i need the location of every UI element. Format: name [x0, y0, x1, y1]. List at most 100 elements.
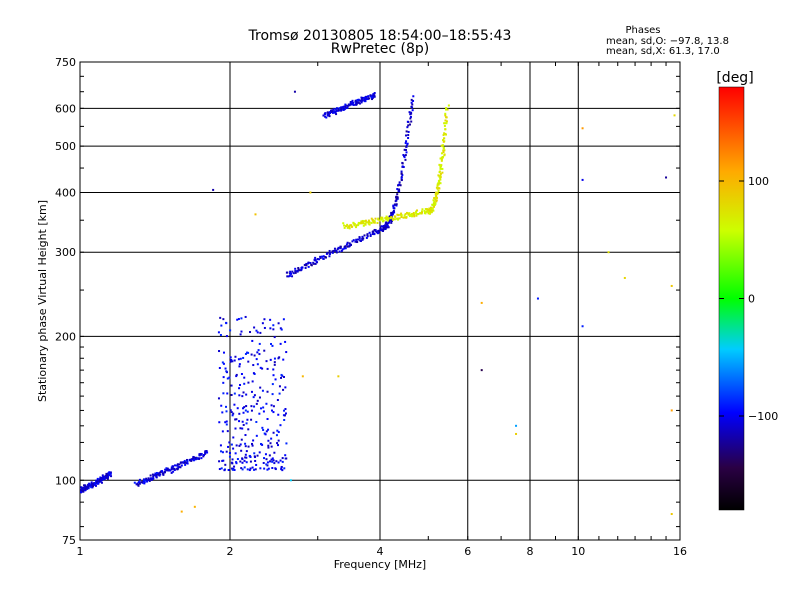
- data-point: [437, 174, 440, 177]
- data-point: [221, 451, 224, 454]
- data-point: [233, 403, 236, 406]
- data-point: [280, 466, 283, 469]
- data-point: [247, 351, 250, 354]
- data-point: [515, 424, 518, 427]
- data-point: [106, 474, 109, 477]
- data-point: [437, 192, 440, 195]
- data-point: [276, 442, 279, 445]
- data-point: [358, 237, 361, 240]
- data-point: [373, 220, 376, 223]
- data-point: [365, 221, 368, 224]
- data-point: [245, 450, 248, 453]
- data-point: [225, 423, 228, 426]
- data-point: [360, 101, 363, 104]
- data-point: [172, 470, 175, 473]
- data-point: [400, 212, 403, 215]
- data-point: [262, 461, 265, 464]
- data-point: [254, 213, 257, 216]
- data-point: [178, 463, 181, 466]
- data-point: [332, 107, 335, 110]
- data-point: [291, 270, 294, 273]
- data-point: [355, 102, 358, 105]
- data-point: [439, 172, 442, 175]
- data-point: [405, 216, 408, 219]
- data-point: [360, 100, 363, 103]
- data-point: [357, 224, 360, 227]
- data-point: [278, 385, 281, 388]
- data-point: [162, 473, 165, 476]
- data-point: [388, 215, 391, 218]
- data-point: [396, 218, 399, 221]
- data-point: [480, 301, 483, 304]
- data-point: [423, 209, 426, 212]
- data-point: [277, 461, 280, 464]
- data-point: [436, 183, 439, 186]
- data-point: [581, 178, 584, 181]
- data-point: [170, 471, 173, 474]
- data-point: [281, 457, 284, 460]
- data-point: [442, 146, 445, 149]
- data-point: [240, 467, 243, 470]
- data-point: [253, 354, 256, 357]
- data-point: [439, 178, 442, 181]
- data-point: [373, 232, 376, 235]
- data-point: [231, 462, 234, 465]
- data-point: [220, 404, 223, 407]
- data-point: [428, 207, 431, 210]
- data-point: [235, 444, 238, 447]
- data-point: [259, 331, 262, 334]
- data-point: [326, 111, 329, 114]
- data-point: [407, 130, 410, 133]
- data-point: [206, 451, 209, 454]
- data-point: [272, 324, 275, 327]
- data-point: [398, 217, 401, 220]
- data-point: [319, 256, 322, 259]
- data-point: [245, 405, 248, 408]
- data-point: [83, 484, 86, 487]
- data-point: [251, 442, 254, 445]
- data-point: [245, 461, 248, 464]
- data-point: [238, 412, 241, 415]
- data-point: [401, 162, 404, 165]
- data-point: [411, 213, 414, 216]
- data-point: [301, 266, 304, 269]
- data-point: [415, 210, 418, 213]
- data-point: [280, 376, 283, 379]
- data-point: [263, 457, 266, 460]
- data-point: [400, 176, 403, 179]
- y-tick-label: 750: [55, 56, 76, 69]
- data-point: [255, 402, 258, 405]
- data-point: [438, 175, 441, 178]
- x-axis: 1 2 4 6 8 10 16: [77, 62, 687, 558]
- data-point: [381, 220, 384, 223]
- data-point: [333, 110, 336, 113]
- data-point: [352, 221, 355, 224]
- data-point: [357, 238, 360, 241]
- data-point: [218, 460, 221, 463]
- data-point: [393, 203, 396, 206]
- data-point: [387, 218, 390, 221]
- data-point: [410, 120, 413, 123]
- data-point: [267, 444, 270, 447]
- colorbar-label: [deg]: [716, 70, 753, 86]
- data-point: [238, 387, 241, 390]
- data-point: [365, 96, 368, 99]
- data-point: [260, 443, 263, 446]
- data-point: [355, 99, 358, 102]
- data-point: [233, 392, 236, 395]
- data-point: [101, 474, 104, 477]
- y-tick-label: 75: [62, 534, 76, 547]
- data-point: [96, 481, 99, 484]
- data-point: [361, 235, 364, 238]
- data-point: [157, 473, 160, 476]
- data-point: [232, 447, 235, 450]
- data-point: [186, 460, 189, 463]
- data-point: [386, 218, 389, 221]
- data-point: [166, 467, 169, 470]
- data-point: [253, 394, 256, 397]
- data-point: [282, 375, 285, 378]
- data-point: [445, 107, 448, 110]
- data-point: [272, 431, 275, 434]
- data-point: [258, 396, 261, 399]
- data-point: [226, 392, 229, 395]
